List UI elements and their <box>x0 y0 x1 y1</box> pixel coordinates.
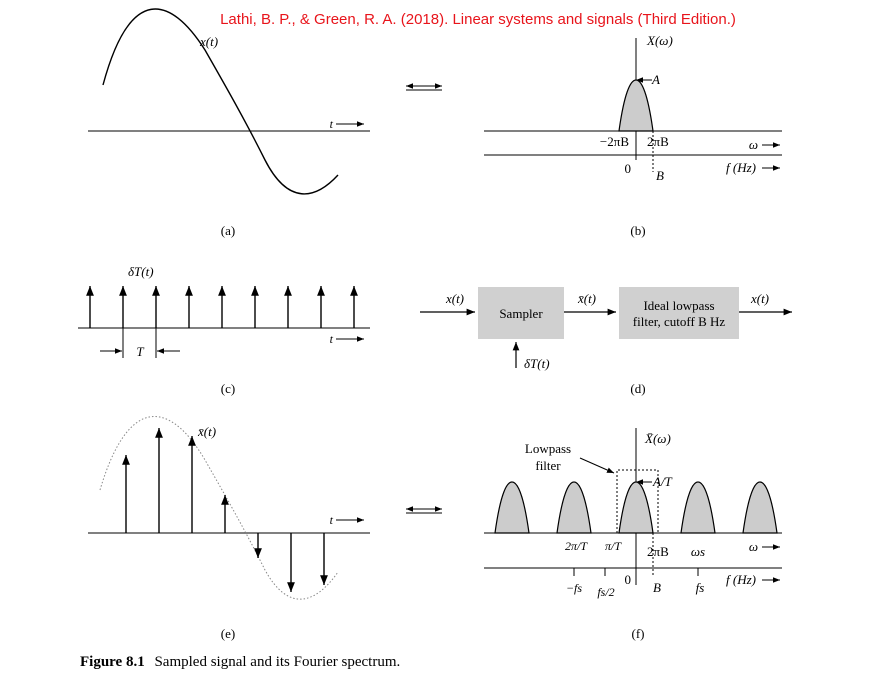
sampled-label-d: x̄(t) <box>577 291 596 306</box>
b-label-f: B <box>653 580 661 595</box>
omega-s-label-f: ωs <box>691 544 705 559</box>
f-label-f: f (Hz) <box>726 572 756 587</box>
lowpass-filter-block <box>619 287 739 339</box>
period-label-c: T <box>136 344 144 359</box>
panel-d: x(t) Sampler x̄(t) Ideal lowpass filter,… <box>420 287 792 396</box>
figure-caption-text: Sampled signal and its Fourier spectrum. <box>154 654 400 670</box>
envelope-e <box>99 416 339 600</box>
caption-d: (d) <box>630 381 645 396</box>
spectrum-lobe-f <box>618 481 654 534</box>
filter-label-line1: Ideal lowpass <box>643 298 714 313</box>
lowpass-label-line2: filter <box>535 458 561 473</box>
spectrum-label-f: X̄(ω) <box>644 431 671 446</box>
spectrum-label-b: X(ω) <box>646 33 673 48</box>
spectrum-lobe-f <box>556 481 592 534</box>
spectrum-lobe-f <box>494 481 530 534</box>
impulse-label-d: δT(t) <box>524 356 550 371</box>
impulse-train-label-c: δT(t) <box>128 264 154 279</box>
zero-label-f: 0 <box>625 572 632 587</box>
omega-label-b: ω <box>749 137 758 152</box>
caption-f: (f) <box>632 626 645 641</box>
fs-half-label-f: fs/2 <box>597 585 614 599</box>
citation-text: Lathi, B. P., & Green, R. A. (2018). Lin… <box>220 11 736 28</box>
caption-c: (c) <box>221 381 235 396</box>
panel-a: t x(t) (a) <box>88 8 370 238</box>
signal-label-a: x(t) <box>199 34 218 49</box>
input-label-d: x(t) <box>445 291 464 306</box>
sine-wave-a <box>102 8 339 195</box>
figure-caption: Figure 8.1 Sampled signal and its Fourie… <box>80 654 400 670</box>
t-label-a: t <box>330 117 334 131</box>
f-label-b: f (Hz) <box>726 160 756 175</box>
caption-b: (b) <box>630 223 645 238</box>
spectrum-replicas-f <box>494 481 778 534</box>
fs-label-f: fs <box>696 580 705 595</box>
lowpass-pointer-f <box>579 457 615 474</box>
sampler-label: Sampler <box>499 306 543 321</box>
panel-f: Lowpass filter A/T X̄(ω) 2π/T π/T 2πB ωs… <box>484 428 782 641</box>
sampled-signal-label-e: x̄(t) <box>197 424 216 439</box>
caption-a: (a) <box>221 223 235 238</box>
pos-band-label-f: 2πB <box>647 544 669 559</box>
two-pi-over-t-label-f: 2π/T <box>565 539 588 553</box>
samples-e <box>122 428 328 592</box>
spectrum-lobe-f <box>680 481 716 534</box>
spectrum-lobe-f <box>742 481 778 534</box>
neg-fs-label-f: −fs <box>566 581 582 595</box>
sampler-block <box>478 287 564 339</box>
panel-b: A X(ω) −2πB 2πB 0 B ω f (Hz) (b) <box>484 33 782 238</box>
fourier-pair-arrow-bottom <box>406 506 442 514</box>
panel-e: x̄(t) t (e) <box>88 416 370 641</box>
panel-c: δT(t) T t (c) <box>78 264 370 396</box>
figure-caption-label: Figure 8.1 <box>80 654 145 670</box>
neg-band-label-b: −2πB <box>600 134 629 149</box>
omega-label-f: ω <box>749 539 758 554</box>
lowpass-label-line1: Lowpass <box>525 441 571 456</box>
fourier-pair-arrow-top <box>406 83 442 91</box>
zero-label-b: 0 <box>625 161 632 176</box>
output-label-d: x(t) <box>750 291 769 306</box>
filter-label-line2: filter, cutoff B Hz <box>633 314 726 329</box>
pos-band-label-b: 2πB <box>647 134 669 149</box>
t-label-e: t <box>330 513 334 527</box>
pi-over-t-label-f: π/T <box>605 539 622 553</box>
peak-label-b: A <box>651 72 660 87</box>
spectrum-lobe-b <box>618 79 654 132</box>
caption-e: (e) <box>221 626 235 641</box>
impulse-train-c <box>86 286 358 328</box>
b-label-b: B <box>656 168 664 183</box>
t-label-c: t <box>330 332 334 346</box>
peak-label-f: A/T <box>652 474 673 489</box>
